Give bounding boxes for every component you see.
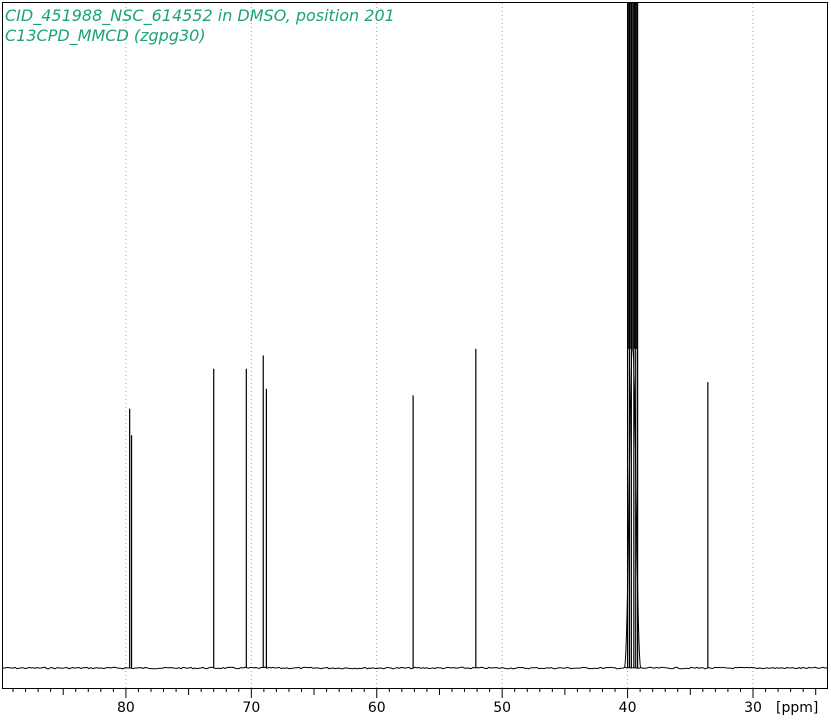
baseline-trace (2, 666, 827, 670)
plot-frame (2, 2, 828, 689)
spectrum-trace (2, 3, 827, 670)
pulse-program-label: C13CPD_MMCD (zgpg30) (5, 26, 206, 46)
tick-label-30: 30 (744, 700, 762, 716)
tick-label-50: 50 (493, 700, 511, 716)
tick-label-70: 70 (242, 700, 260, 716)
tick-label-40: 40 (619, 700, 637, 716)
tick-label-80: 80 (117, 700, 135, 716)
spectrum-title: CID_451988_NSC_614552 in DMSO, position … (5, 6, 395, 26)
x-axis: 80 70 60 50 40 30 (12, 688, 817, 716)
tick-label-60: 60 (368, 700, 386, 716)
x-axis-label: [ppm] (776, 700, 818, 716)
